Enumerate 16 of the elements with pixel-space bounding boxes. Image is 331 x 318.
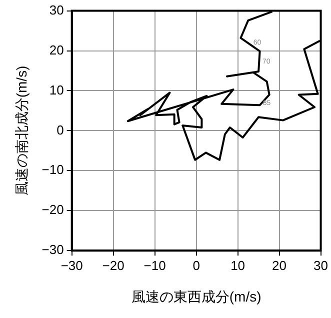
y-tick-label: 0	[56, 122, 64, 138]
y-tick-label: 10	[49, 82, 64, 98]
y-tick-label: −20	[42, 202, 64, 218]
y-axis-title: 風速の南北成分(m/s)	[13, 66, 30, 196]
x-tick-label: −30	[60, 258, 83, 273]
x-tick-label: 20	[272, 258, 287, 273]
y-tick-label: 30	[49, 2, 64, 18]
x-tick-label: 30	[314, 258, 328, 273]
y-tick-label: −30	[42, 242, 64, 258]
x-axis-title: 風速の東西成分(m/s)	[131, 288, 262, 304]
y-tick-label: 20	[49, 42, 64, 58]
x-tick-label: −20	[102, 258, 124, 273]
x-tick-label: −10	[144, 258, 166, 273]
x-tick-label: 0	[192, 258, 200, 273]
y-tick-label: −10	[42, 162, 64, 178]
x-tick-label: 10	[230, 258, 246, 273]
